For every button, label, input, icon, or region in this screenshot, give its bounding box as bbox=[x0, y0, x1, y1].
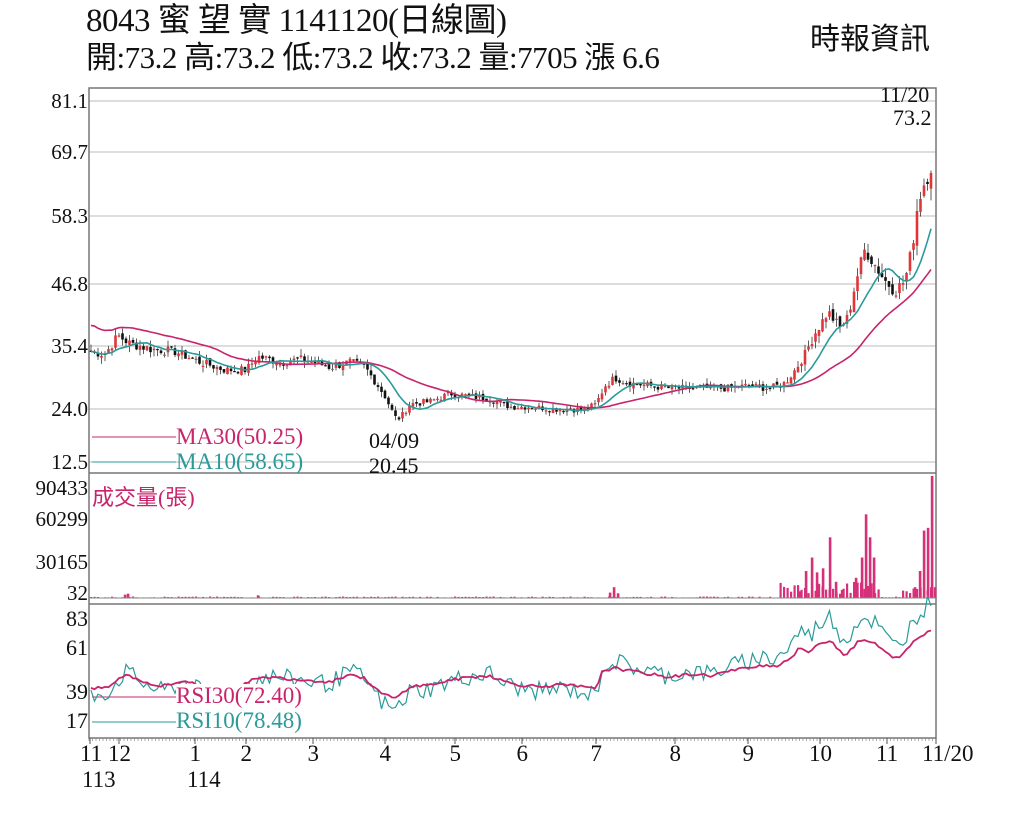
x-axis-minor-ticks bbox=[88, 738, 937, 744]
x-axis-label: 5 bbox=[449, 741, 462, 766]
volume-ytick: 30165 bbox=[35, 550, 89, 574]
x-axis-label: 12 bbox=[108, 741, 131, 766]
volume-ytick: 90433 bbox=[35, 476, 89, 500]
price-ytick: 12.5 bbox=[51, 450, 88, 474]
x-axis-label: 7 bbox=[590, 741, 603, 766]
volume-ytick: 32 bbox=[67, 581, 88, 605]
low-date-label: 04/09 bbox=[369, 428, 420, 453]
x-axis-label: 8 bbox=[669, 741, 682, 766]
low-price-label: 20.45 bbox=[369, 453, 419, 478]
legend-ma10: MA10(58.65) bbox=[176, 449, 304, 474]
x-axis-label: 11 bbox=[80, 741, 103, 766]
price-ytick: 35.4 bbox=[51, 334, 88, 358]
rsi-ytick: 61 bbox=[66, 635, 88, 660]
grid-lines bbox=[89, 100, 936, 463]
last-date-label: 11/20 bbox=[880, 82, 930, 107]
x-axis-label: 3 bbox=[307, 741, 320, 766]
x-axis-label: 6 bbox=[516, 741, 529, 766]
price-ytick: 81.1 bbox=[51, 89, 88, 113]
last-price-label: 73.2 bbox=[893, 105, 932, 130]
legend-rsi10: RSI10(78.48) bbox=[176, 708, 302, 733]
rsi-ytick: 83 bbox=[66, 606, 88, 631]
volume-title: 成交量(張) bbox=[92, 485, 195, 510]
rsi-ytick: 39 bbox=[66, 679, 88, 704]
chart-title: 8043 蜜 望 實 1141120(日線圖) bbox=[86, 3, 507, 39]
volume-ytick: 60299 bbox=[35, 507, 89, 531]
x-axis-label: 9 bbox=[742, 741, 755, 766]
price-candles bbox=[89, 170, 933, 422]
price-ytick: 69.7 bbox=[51, 140, 88, 164]
source-label: 時報資訊 bbox=[810, 23, 930, 56]
price-ytick: 46.8 bbox=[51, 272, 88, 296]
moving-average-lines bbox=[90, 228, 932, 412]
x-axis-year-label: 113 bbox=[82, 767, 116, 792]
x-axis-label: 1 bbox=[189, 741, 202, 766]
x-axis-label: 11/20 bbox=[922, 741, 974, 766]
price-ytick: 24.0 bbox=[51, 397, 88, 421]
chart-frame bbox=[88, 87, 937, 739]
rsi-ytick: 17 bbox=[66, 708, 88, 733]
legend-ma30: MA30(50.25) bbox=[176, 424, 304, 449]
volume-bars bbox=[89, 476, 937, 599]
x-axis-label: 11 bbox=[876, 741, 899, 766]
x-axis-label: 2 bbox=[240, 741, 253, 766]
x-axis-year-label: 114 bbox=[187, 767, 221, 792]
x-axis-label: 10 bbox=[809, 741, 832, 766]
x-axis-label: 4 bbox=[379, 741, 392, 766]
ohlc-summary: 開:73.2 高:73.2 低:73.2 收:73.2 量:7705 漲 6.6 bbox=[86, 40, 660, 75]
price-ytick: 58.3 bbox=[51, 204, 88, 228]
legend-rsi30: RSI30(72.40) bbox=[176, 683, 302, 708]
